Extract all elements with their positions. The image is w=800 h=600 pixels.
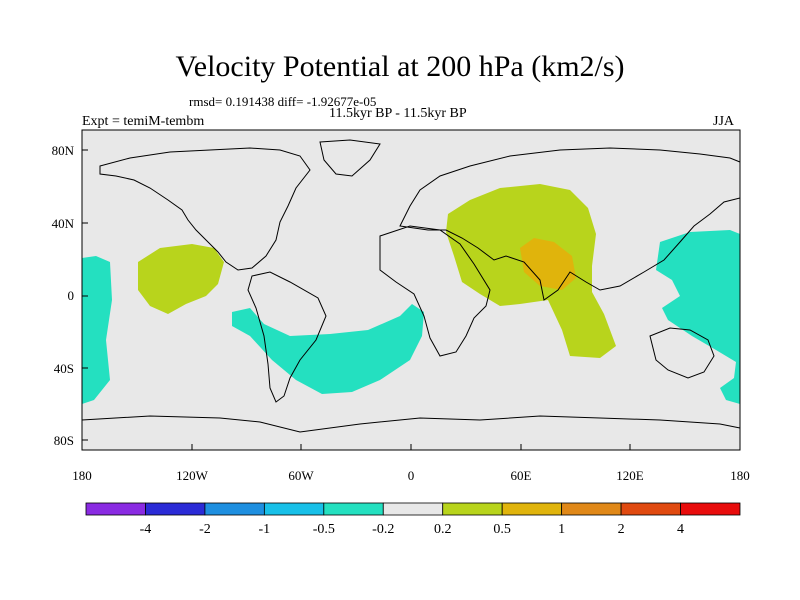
colorbar-swatch xyxy=(382,502,444,516)
colorbar-label: -0.5 xyxy=(313,522,335,537)
colorbar-label: -4 xyxy=(140,522,152,537)
lon-tick-180w: 180 xyxy=(72,468,92,483)
lat-tick-0: 0 xyxy=(68,288,75,303)
colorbar-label: -1 xyxy=(259,522,271,537)
lat-tick-40n: 40N xyxy=(52,216,75,231)
season-label: JJA xyxy=(713,114,735,129)
coastline-eurasia xyxy=(399,147,741,301)
colorbar-label: 1 xyxy=(558,522,565,537)
colorbar-swatch xyxy=(501,502,563,516)
field-contours xyxy=(82,184,740,404)
lon-tick-120w: 120W xyxy=(176,468,209,483)
coastline-north-america xyxy=(99,147,311,271)
colorbar-swatch xyxy=(442,502,503,516)
colorbar-swatch xyxy=(620,502,681,516)
colorbar-swatch xyxy=(561,502,622,516)
negative-region-south-atlantic xyxy=(232,304,424,394)
lon-tick-60w: 60W xyxy=(288,468,314,483)
coastline-south-america xyxy=(247,271,327,403)
negative-region-west-pacific xyxy=(656,230,740,404)
coastline-greenland xyxy=(319,139,381,177)
chart-title: Velocity Potential at 200 hPa (km2/s) xyxy=(175,50,625,83)
lon-tick-180e: 180 xyxy=(730,468,750,483)
subtitle: 11.5kyr BP - 11.5kyr BP xyxy=(329,106,467,121)
coastline-antarctica xyxy=(81,415,741,433)
colorbar-swatch xyxy=(85,502,146,516)
colorbar-label: 2 xyxy=(618,522,625,537)
experiment-label: Expt = temiM-tembm xyxy=(82,114,205,129)
colorbar-label: 0.5 xyxy=(493,522,511,537)
coastlines xyxy=(81,139,741,433)
colorbar-swatch xyxy=(263,502,325,516)
lat-tick-80s: 80S xyxy=(54,433,74,448)
positive-region-tropical-pacific xyxy=(138,244,224,314)
colorbar-swatch xyxy=(204,502,265,516)
positive-region-india-center xyxy=(520,238,576,290)
colorbar-label: 0.2 xyxy=(434,522,452,537)
lat-tick-80n: 80N xyxy=(52,143,75,158)
colorbar-label: 4 xyxy=(677,522,684,537)
stats-text: rmsd= 0.191438 diff= -1.92677e-05 xyxy=(189,94,377,109)
colorbar: -4 -2 -1 -0.5 -0.2 0.2 0.5 1 2 4 xyxy=(85,502,741,537)
colorbar-swatch xyxy=(680,502,741,516)
lon-tick-60e: 60E xyxy=(511,468,532,483)
coastline-africa xyxy=(379,225,491,357)
lat-tick-40s: 40S xyxy=(54,361,74,376)
negative-region-east-pacific xyxy=(82,256,112,404)
coastline-australia xyxy=(649,327,715,379)
colorbar-label: -2 xyxy=(199,522,211,537)
colorbar-swatch xyxy=(323,502,384,516)
colorbar-label: -0.2 xyxy=(372,522,394,537)
latitude-axis: 80N 40N 0 40S 80S xyxy=(52,143,88,448)
longitude-axis: 180 120W 60W 0 60E 120E 180 xyxy=(72,444,750,483)
colorbar-swatch xyxy=(145,502,206,516)
lon-tick-120e: 120E xyxy=(616,468,644,483)
lon-tick-0: 0 xyxy=(408,468,415,483)
